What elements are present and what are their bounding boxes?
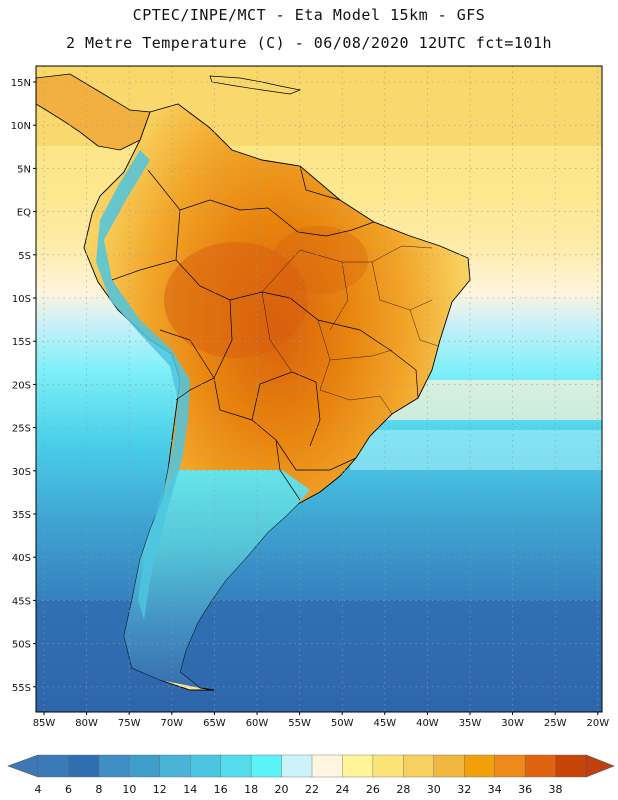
colorbar-tick: 8 — [95, 783, 102, 796]
lat-label: 10S — [12, 294, 31, 305]
continent-central-america — [36, 73, 151, 151]
colorbar-tick: 24 — [335, 783, 349, 796]
map-title-line2: 2 Metre Temperature (C) - 06/08/2020 12U… — [65, 34, 553, 52]
colorbar-segment — [37, 754, 69, 778]
colorbar-tick: 38 — [549, 783, 563, 796]
colorbar-segment — [342, 754, 374, 778]
caribbean-islands — [209, 75, 302, 95]
lon-label: 65W — [203, 718, 226, 729]
lat-label: 10N — [11, 121, 31, 132]
lon-label: 60W — [246, 718, 269, 729]
colorbar-arrow-high — [585, 754, 615, 778]
colorbar-tick: 30 — [427, 783, 441, 796]
colorbar-tick: 26 — [366, 783, 380, 796]
colorbar-tick: 22 — [305, 783, 319, 796]
longitude-labels: 85W 80W 75W 70W 65W 60W 55W 50W 45W 40W 35W 30W 25W 2… — [33, 712, 609, 729]
colorbar-segment — [129, 754, 161, 778]
colorbar-segment — [494, 754, 526, 778]
map-frame — [35, 65, 603, 713]
colorbar-tick: 14 — [183, 783, 197, 796]
graticule — [36, 66, 602, 712]
lat-label: 45S — [12, 596, 31, 607]
colorbar-tick: 12 — [153, 783, 167, 796]
lon-label: 40W — [416, 718, 439, 729]
colorbar-tick: 34 — [488, 783, 502, 796]
lat-label: 15N — [11, 78, 31, 89]
colorbar-tick-labels: 4 6 8 10 12 14 16 18 20 22 24 26 28 30 32 34 36 38 — [35, 783, 563, 796]
country-borders — [111, 165, 419, 501]
state-borders — [261, 245, 439, 415]
colorbar-segment — [403, 754, 435, 778]
colorbar-tick: 10 — [122, 783, 136, 796]
map-title-line1: CPTEC/INPE/MCT - Eta Model 15km - GFS — [132, 6, 486, 24]
colorbar-segment — [250, 754, 283, 778]
lat-label: 40S — [12, 553, 31, 564]
lat-label: 25S — [12, 424, 31, 435]
hot-core — [164, 242, 308, 358]
lon-label: 35W — [459, 718, 482, 729]
colorbar-tick: 20 — [275, 783, 289, 796]
colorbar-segment — [311, 754, 343, 778]
colorbar-segment — [190, 754, 222, 778]
lat-label: 15S — [12, 337, 31, 348]
colorbar-segment — [159, 754, 191, 778]
lat-label: 5S — [18, 251, 31, 262]
colorbar-segment — [220, 754, 252, 778]
colorbar-segment — [372, 754, 404, 778]
colorbar — [7, 754, 615, 778]
lon-label: 45W — [373, 718, 396, 729]
colorbar-tick: 16 — [214, 783, 228, 796]
lat-label: 35S — [12, 510, 31, 521]
lat-label: EQ — [17, 208, 31, 219]
colorbar-segment — [98, 754, 130, 778]
colorbar-tick: 6 — [65, 783, 72, 796]
colorbar-tick: 36 — [518, 783, 532, 796]
colorbar-segment — [281, 754, 313, 778]
south-cool-zone — [124, 470, 310, 688]
colorbar-segment — [524, 754, 557, 778]
lat-label: 55S — [12, 683, 31, 694]
lat-label: 5N — [17, 164, 31, 175]
lat-label: 20S — [12, 380, 31, 391]
colorbar-arrow-low — [7, 754, 39, 778]
lon-label: 80W — [75, 718, 98, 729]
colorbar-tick: 28 — [396, 783, 410, 796]
lon-label: 25W — [544, 718, 567, 729]
lat-label: 50S — [12, 640, 31, 651]
colorbar-segment — [555, 754, 587, 778]
colorbar-segment — [68, 754, 100, 778]
latitude-labels: 15N 10N 5N EQ 5S 10S 15S 20S 25S 30S 35S 40S 45S 50S 5… — [11, 78, 36, 694]
lon-label: 30W — [501, 718, 524, 729]
colorbar-segment — [433, 754, 465, 778]
lat-label: 30S — [12, 467, 31, 478]
lon-label: 75W — [118, 718, 141, 729]
lon-label: 50W — [331, 718, 354, 729]
colorbar-tick: 4 — [35, 783, 42, 796]
andes-strip — [96, 150, 190, 620]
lon-label: 55W — [288, 718, 311, 729]
colorbar-segment — [464, 754, 496, 778]
colorbar-tick: 18 — [244, 783, 258, 796]
lon-label: 70W — [160, 718, 183, 729]
lon-label: 85W — [33, 718, 56, 729]
lon-label: 20W — [586, 718, 609, 729]
colorbar-tick: 32 — [457, 783, 471, 796]
